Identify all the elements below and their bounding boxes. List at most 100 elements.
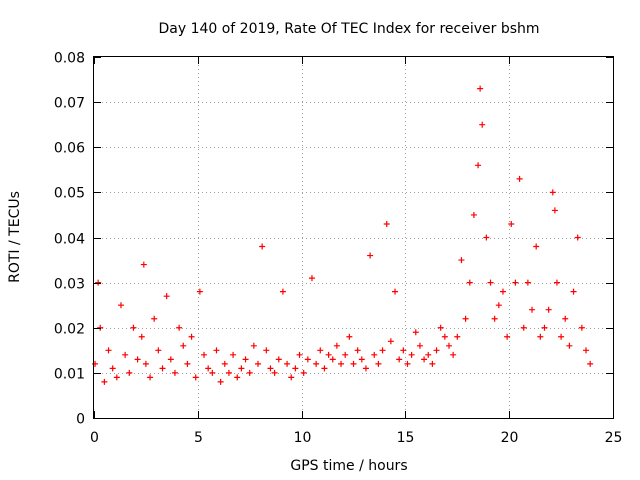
data-point bbox=[516, 175, 523, 182]
data-point bbox=[383, 220, 390, 227]
data-point bbox=[259, 243, 266, 250]
data-point bbox=[477, 85, 484, 92]
data-point bbox=[358, 356, 365, 363]
data-point bbox=[126, 369, 133, 376]
data-point bbox=[400, 347, 407, 354]
x-tick-label: 5 bbox=[194, 430, 203, 446]
data-point bbox=[313, 360, 320, 367]
data-point bbox=[325, 351, 332, 358]
x-axis-label: GPS time / hours bbox=[290, 458, 407, 474]
data-point bbox=[421, 356, 428, 363]
y-tick-label: 0.04 bbox=[54, 232, 85, 248]
data-point bbox=[275, 356, 282, 363]
data-point bbox=[255, 360, 262, 367]
data-point bbox=[267, 365, 274, 372]
data-point bbox=[192, 374, 199, 381]
data-point bbox=[520, 324, 527, 331]
data-point bbox=[529, 306, 536, 313]
x-tick-label: 25 bbox=[605, 430, 623, 446]
data-point bbox=[113, 374, 120, 381]
data-point bbox=[263, 347, 270, 354]
data-point bbox=[462, 315, 469, 322]
data-point bbox=[450, 351, 457, 358]
data-point bbox=[495, 302, 502, 309]
data-point bbox=[479, 121, 486, 128]
data-point bbox=[238, 365, 245, 372]
data-point bbox=[180, 342, 187, 349]
data-point bbox=[242, 356, 249, 363]
data-point bbox=[508, 220, 515, 227]
data-point bbox=[454, 333, 461, 340]
data-point bbox=[387, 338, 394, 345]
data-point bbox=[171, 369, 178, 376]
data-point bbox=[188, 333, 195, 340]
data-point bbox=[284, 360, 291, 367]
plot-frame bbox=[93, 56, 614, 419]
x-tick-label: 0 bbox=[90, 430, 99, 446]
y-tick-label: 0.06 bbox=[54, 141, 85, 157]
data-point bbox=[246, 369, 253, 376]
data-point bbox=[537, 333, 544, 340]
data-point bbox=[475, 162, 482, 169]
data-point bbox=[466, 279, 473, 286]
data-point bbox=[176, 324, 183, 331]
data-point bbox=[338, 360, 345, 367]
data-point bbox=[549, 189, 556, 196]
y-tick-label: 0.08 bbox=[54, 51, 85, 67]
data-point bbox=[437, 324, 444, 331]
data-point bbox=[304, 356, 311, 363]
data-point bbox=[379, 347, 386, 354]
data-point bbox=[354, 347, 361, 354]
data-point bbox=[333, 342, 340, 349]
data-point bbox=[533, 243, 540, 250]
data-point bbox=[329, 356, 336, 363]
data-point bbox=[288, 374, 295, 381]
data-point bbox=[122, 351, 129, 358]
data-point bbox=[142, 360, 149, 367]
data-point bbox=[504, 333, 511, 340]
data-point bbox=[221, 360, 228, 367]
data-point bbox=[375, 360, 382, 367]
data-point bbox=[425, 351, 432, 358]
data-point bbox=[213, 347, 220, 354]
data-point bbox=[271, 369, 278, 376]
data-point bbox=[92, 360, 99, 367]
data-point bbox=[362, 365, 369, 372]
data-point bbox=[217, 378, 224, 385]
data-point bbox=[117, 302, 124, 309]
data-point bbox=[412, 329, 419, 336]
data-point bbox=[499, 288, 506, 295]
data-point bbox=[483, 234, 490, 241]
data-point bbox=[578, 324, 585, 331]
data-point bbox=[583, 347, 590, 354]
data-point bbox=[205, 365, 212, 372]
y-tick-label: 0 bbox=[76, 412, 85, 428]
data-point bbox=[342, 351, 349, 358]
data-point bbox=[470, 211, 477, 218]
data-point bbox=[167, 356, 174, 363]
data-point bbox=[367, 252, 374, 259]
y-tick-label: 0.05 bbox=[54, 186, 85, 202]
y-tick-label: 0.02 bbox=[54, 322, 85, 338]
data-point bbox=[230, 351, 237, 358]
data-point bbox=[512, 279, 519, 286]
data-point bbox=[159, 365, 166, 372]
data-point bbox=[225, 369, 232, 376]
data-point bbox=[396, 356, 403, 363]
data-point bbox=[429, 360, 436, 367]
data-point bbox=[545, 306, 552, 313]
data-point bbox=[292, 365, 299, 372]
data-point bbox=[433, 347, 440, 354]
grid-lines bbox=[94, 57, 613, 418]
x-tick-label: 15 bbox=[397, 430, 415, 446]
data-point bbox=[346, 333, 353, 340]
data-point bbox=[163, 293, 170, 300]
data-point bbox=[570, 288, 577, 295]
data-point bbox=[524, 279, 531, 286]
data-point bbox=[196, 288, 203, 295]
axis-ticks: 0 0.01 0.02 0.03 0.04 0.05 0.06 0.07 0.08 0 5 10 15 2… bbox=[54, 51, 623, 447]
data-point bbox=[458, 257, 465, 264]
data-point bbox=[558, 333, 565, 340]
data-point bbox=[371, 351, 378, 358]
data-point bbox=[300, 369, 307, 376]
